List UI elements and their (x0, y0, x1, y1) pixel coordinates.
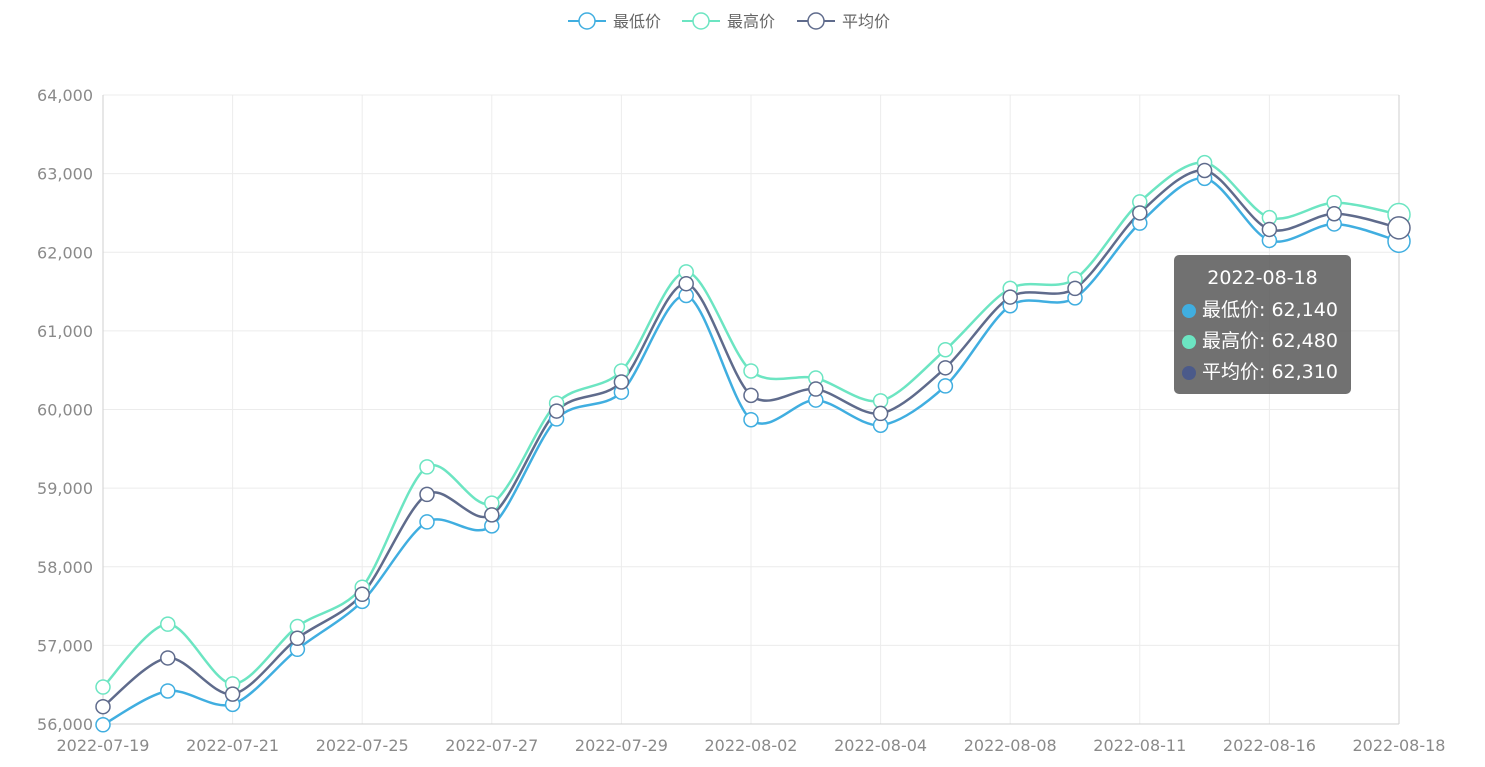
x-tick-label: 2022-07-25 (316, 736, 409, 755)
tooltip-title: 2022-08-18 (1207, 267, 1318, 289)
tooltip-row-min: 最低价: 62,140 (1182, 295, 1343, 326)
data-point-2[interactable] (484, 507, 500, 523)
data-point-0[interactable] (160, 683, 176, 699)
tooltip-text-avg: 平均价: 62,310 (1202, 361, 1338, 383)
legend-item-1[interactable]: 最高价 (682, 12, 775, 31)
data-point-1[interactable] (419, 459, 435, 475)
data-point-2[interactable] (419, 486, 435, 503)
tooltip-row-max: 最高价: 62,480 (1182, 326, 1343, 357)
tooltip-dot-avg (1182, 365, 1196, 380)
data-point-2[interactable] (548, 403, 565, 419)
x-tick-label: 2022-07-21 (186, 736, 279, 755)
data-point-0[interactable] (95, 717, 111, 733)
x-tick-label: 2022-07-27 (445, 736, 538, 755)
y-tick-label: 64,000 (37, 86, 93, 105)
legend-marker (692, 12, 710, 30)
data-point-2[interactable] (1261, 221, 1278, 238)
data-point-0[interactable] (419, 514, 435, 530)
data-point-2[interactable] (160, 650, 176, 666)
data-point-2[interactable] (613, 374, 630, 390)
data-point-0[interactable] (743, 411, 759, 428)
data-point-2[interactable] (95, 698, 111, 715)
tooltip-dot-max (1182, 334, 1196, 349)
y-tick-label: 61,000 (37, 322, 93, 341)
legend-marker (807, 12, 825, 30)
legend-item-0[interactable]: 最低价 (568, 12, 661, 31)
legend-item-2[interactable]: 平均价 (797, 12, 890, 31)
legend-label: 平均价 (842, 12, 890, 31)
x-tick-label: 2022-08-16 (1223, 736, 1316, 755)
x-tick-label: 2022-07-29 (575, 736, 668, 755)
data-point-1[interactable] (937, 341, 954, 358)
legend[interactable]: 最低价 最高价 平均价 (568, 12, 890, 31)
data-point-1[interactable] (743, 363, 759, 379)
y-tick-label: 57,000 (37, 636, 93, 655)
y-tick-label: 58,000 (37, 558, 93, 577)
tooltip-dot-min (1182, 303, 1196, 318)
chart-tooltip: 2022-08-18 最低价: 62,140 最高价: 62,480 平均价: … (1174, 255, 1351, 394)
data-point-2[interactable] (289, 630, 306, 647)
data-point-2[interactable] (743, 387, 759, 404)
legend-marker (578, 12, 596, 30)
y-tick-label: 63,000 (37, 165, 93, 184)
x-tick-label: 2022-08-08 (964, 736, 1057, 755)
data-point-2[interactable] (354, 586, 370, 603)
x-tick-label: 2022-08-04 (834, 736, 927, 755)
data-point-2[interactable] (1067, 280, 1083, 297)
data-point-2[interactable] (937, 360, 954, 376)
data-point-2[interactable] (872, 405, 889, 422)
y-tick-label: 59,000 (37, 479, 93, 498)
data-point-2[interactable] (1002, 289, 1018, 305)
legend-label: 最低价 (613, 12, 661, 31)
x-tick-label: 2022-08-18 (1353, 736, 1446, 755)
series-lines (95, 154, 1411, 733)
y-tick-label: 60,000 (37, 401, 93, 420)
data-point-2[interactable] (1326, 205, 1342, 222)
series-line-2 (102, 169, 1400, 708)
data-point-2[interactable] (1196, 162, 1213, 179)
data-point-2[interactable] (808, 381, 824, 397)
tooltip-row-avg: 平均价: 62,310 (1182, 357, 1343, 388)
x-tick-label: 2022-07-19 (57, 736, 150, 755)
tooltip-text-max: 最高价: 62,480 (1202, 330, 1338, 352)
data-point-2[interactable] (1387, 216, 1411, 240)
y-tick-label: 62,000 (37, 243, 93, 262)
data-point-2[interactable] (1132, 205, 1148, 221)
axes: 56,000 57,000 58,000 59,000 60,000 61,000 62,0… (37, 86, 1445, 755)
data-point-1[interactable] (95, 679, 111, 695)
legend-label: 最高价 (727, 12, 775, 31)
tooltip-text-min: 最低价: 62,140 (1202, 299, 1338, 321)
data-point-2[interactable] (678, 275, 694, 292)
y-tick-label: 56,000 (37, 715, 93, 734)
data-point-1[interactable] (160, 616, 176, 632)
series-line-1 (102, 161, 1400, 688)
x-tick-label: 2022-08-02 (705, 736, 798, 755)
x-tick-label: 2022-08-11 (1093, 736, 1186, 755)
data-point-0[interactable] (937, 378, 954, 394)
data-point-2[interactable] (224, 686, 241, 702)
series-line-0 (102, 177, 1400, 726)
